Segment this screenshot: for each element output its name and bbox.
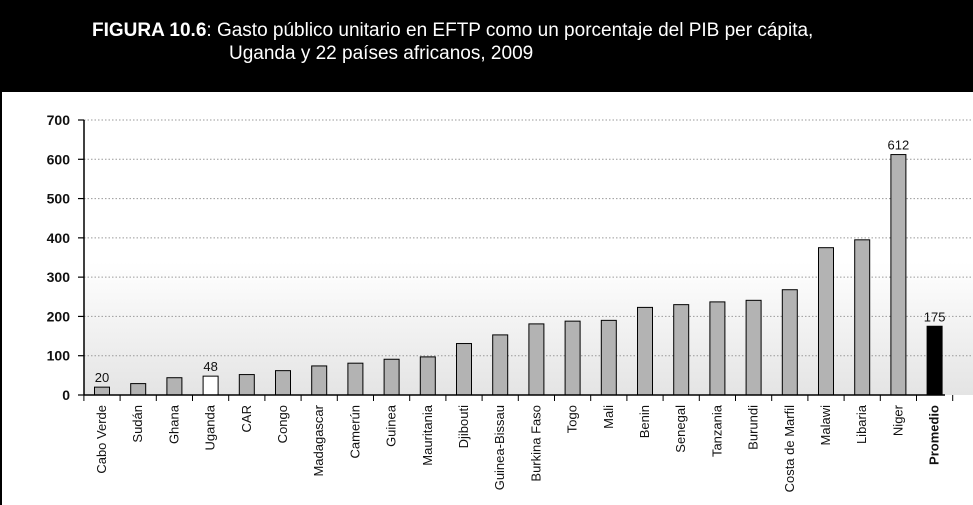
x-tick-label: Djibouti bbox=[456, 405, 471, 448]
x-tick-label: Costa de Marfil bbox=[782, 405, 797, 493]
bar bbox=[238, 374, 255, 396]
y-tick-label: 400 bbox=[47, 230, 71, 246]
bar-series bbox=[94, 154, 943, 396]
bar bbox=[781, 289, 798, 396]
bar bbox=[311, 365, 328, 396]
bar-average bbox=[926, 325, 943, 396]
left-border-rule bbox=[0, 92, 2, 505]
x-tick-label: Sudán bbox=[130, 405, 145, 443]
bar bbox=[600, 319, 617, 396]
bar bbox=[709, 301, 726, 396]
figure-title-line2: Uganda y 22 países africanos, 2009 bbox=[229, 43, 534, 64]
x-tick-label: Mali bbox=[601, 405, 616, 429]
x-tick-label: Niger bbox=[890, 404, 905, 436]
x-tick-label: Camerún bbox=[347, 405, 362, 458]
y-tick-label: 700 bbox=[47, 112, 71, 128]
y-tick-label: 100 bbox=[47, 348, 71, 364]
x-tick-label: Guinea bbox=[384, 404, 399, 447]
bar-highlight bbox=[202, 375, 219, 396]
bar bbox=[419, 356, 436, 396]
x-tick-label: Uganda bbox=[203, 404, 218, 450]
x-tick-label: Mauritania bbox=[420, 404, 435, 465]
bar bbox=[166, 377, 183, 396]
figure-number: FIGURA 10.6 bbox=[92, 20, 207, 41]
x-tick-label: Malawi bbox=[818, 405, 833, 446]
y-tick-label: 0 bbox=[62, 387, 70, 403]
x-tick-label: Cabo Verde bbox=[94, 405, 109, 474]
bar bbox=[94, 386, 110, 396]
y-tick-label: 200 bbox=[47, 308, 71, 324]
x-tick-label: Ghana bbox=[166, 404, 181, 444]
figure-header: FIGURA 10.6: Gasto público unitario en E… bbox=[0, 0, 973, 92]
bar bbox=[347, 362, 364, 396]
x-tick-label: Burkina Faso bbox=[528, 405, 543, 482]
data-label: 612 bbox=[888, 138, 910, 153]
bar bbox=[673, 304, 690, 396]
bar bbox=[456, 343, 472, 396]
data-labels: 20 48 612 175 bbox=[95, 138, 946, 386]
figure-title-text: : Gasto público unitario en EFTP como un… bbox=[206, 20, 814, 41]
bar bbox=[383, 358, 400, 396]
x-tick-label: Promedio bbox=[927, 405, 942, 465]
bar bbox=[854, 239, 871, 396]
y-tick-label: 600 bbox=[47, 151, 71, 167]
bar bbox=[130, 383, 147, 396]
x-tick-label: Congo bbox=[275, 405, 290, 443]
x-tick-label: Guinea-Bissau bbox=[492, 405, 507, 490]
bar bbox=[275, 370, 291, 396]
y-tick-label: 300 bbox=[47, 269, 71, 285]
x-tick-label: Madagascar bbox=[311, 404, 326, 476]
x-tick-label: Benin bbox=[637, 405, 652, 438]
bar-chart: 0 100 200 300 400 500 600 700 20 48 612 175 Cabo V… bbox=[47, 112, 973, 493]
y-tick-label: 500 bbox=[47, 191, 71, 207]
bar bbox=[492, 334, 509, 396]
x-tick-label: Senegal bbox=[673, 405, 688, 453]
x-axis: Cabo Verde Sudán Ghana Uganda CAR Congo Madaga… bbox=[83, 394, 954, 493]
x-tick-label: Libaria bbox=[854, 404, 869, 444]
x-tick-label: Togo bbox=[565, 405, 580, 433]
x-tick-label: CAR bbox=[239, 405, 254, 432]
data-label: 48 bbox=[203, 359, 217, 374]
x-tick-label: Tanzania bbox=[709, 404, 724, 457]
data-label: 175 bbox=[924, 309, 946, 324]
x-tick-label: Burundi bbox=[746, 405, 761, 450]
bar bbox=[890, 154, 907, 396]
bar bbox=[637, 306, 653, 396]
bar bbox=[818, 247, 834, 396]
bar bbox=[564, 320, 581, 396]
y-axis: 0 100 200 300 400 500 600 700 bbox=[47, 112, 85, 403]
data-label: 20 bbox=[95, 370, 109, 385]
bar bbox=[745, 299, 762, 396]
bar bbox=[528, 323, 545, 396]
figure-title-line1: FIGURA 10.6: Gasto público unitario en E… bbox=[92, 20, 813, 42]
